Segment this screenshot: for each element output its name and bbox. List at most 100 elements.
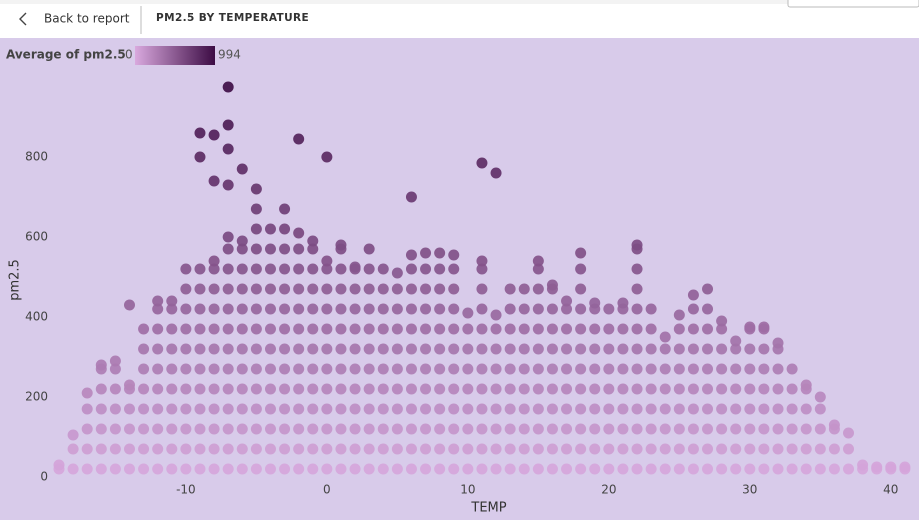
data-point [335, 363, 347, 375]
data-point [673, 423, 685, 435]
data-point [420, 463, 432, 475]
data-point [95, 423, 107, 435]
data-point [391, 343, 403, 355]
data-point [589, 383, 601, 395]
data-point [335, 323, 347, 335]
data-point [81, 423, 93, 435]
data-point [434, 247, 446, 259]
data-point [95, 443, 107, 455]
data-point [476, 263, 488, 275]
data-point [377, 343, 389, 355]
data-point [744, 321, 756, 333]
data-point [152, 323, 164, 335]
data-point [279, 323, 291, 335]
data-point [264, 243, 276, 255]
data-point [843, 427, 855, 439]
strip-button[interactable] [787, 0, 919, 8]
data-point [645, 343, 657, 355]
data-point [81, 443, 93, 455]
data-point [687, 343, 699, 355]
data-point [546, 403, 558, 415]
data-point [123, 403, 135, 415]
data-point [152, 363, 164, 375]
data-point [575, 363, 587, 375]
data-point [702, 383, 714, 395]
data-point [236, 463, 248, 475]
data-point [786, 423, 798, 435]
data-point [307, 363, 319, 375]
data-point [659, 363, 671, 375]
legend-gradient [135, 46, 215, 65]
data-point [307, 303, 319, 315]
data-point [208, 129, 220, 141]
data-point [476, 463, 488, 475]
data-point [222, 81, 234, 93]
back-label[interactable]: Back to report [44, 12, 130, 26]
data-point [702, 323, 714, 335]
data-point [152, 343, 164, 355]
data-point [152, 463, 164, 475]
data-point [448, 323, 460, 335]
back-button[interactable]: Back to report [19, 12, 130, 26]
data-point [814, 403, 826, 415]
data-point [194, 283, 206, 295]
data-point [391, 423, 403, 435]
data-point [405, 443, 417, 455]
data-point [673, 403, 685, 415]
data-point [81, 387, 93, 399]
data-point [363, 383, 375, 395]
data-point [645, 443, 657, 455]
data-point [67, 463, 79, 475]
data-point [758, 383, 770, 395]
data-point [575, 423, 587, 435]
data-point [448, 463, 460, 475]
data-point [405, 423, 417, 435]
data-point [420, 343, 432, 355]
data-point [293, 303, 305, 315]
data-point [687, 363, 699, 375]
data-point [349, 283, 361, 295]
data-point [293, 363, 305, 375]
data-point [250, 203, 262, 215]
data-point [687, 383, 699, 395]
data-point [814, 443, 826, 455]
data-point [208, 343, 220, 355]
data-point [194, 383, 206, 395]
data-point [138, 423, 150, 435]
data-point [405, 463, 417, 475]
data-point [250, 263, 262, 275]
data-point [800, 463, 812, 475]
data-point [476, 443, 488, 455]
data-point [194, 363, 206, 375]
data-point [546, 279, 558, 291]
data-point [828, 463, 840, 475]
data-point [166, 363, 178, 375]
data-point [758, 463, 770, 475]
data-point [800, 403, 812, 415]
data-point [307, 283, 319, 295]
data-point [434, 383, 446, 395]
data-point [645, 363, 657, 375]
data-point [363, 443, 375, 455]
data-point [518, 403, 530, 415]
data-point [434, 403, 446, 415]
data-point [279, 263, 291, 275]
data-point [420, 283, 432, 295]
data-point [716, 315, 728, 327]
data-point [208, 323, 220, 335]
data-point [462, 403, 474, 415]
data-point [490, 309, 502, 321]
data-point [138, 363, 150, 375]
data-point [391, 403, 403, 415]
data-point [758, 363, 770, 375]
data-point [462, 423, 474, 435]
data-point [673, 309, 685, 321]
data-point [758, 343, 770, 355]
data-point [843, 463, 855, 475]
data-point [702, 423, 714, 435]
data-point [307, 463, 319, 475]
data-point [95, 359, 107, 371]
data-point [434, 443, 446, 455]
data-point [109, 423, 121, 435]
